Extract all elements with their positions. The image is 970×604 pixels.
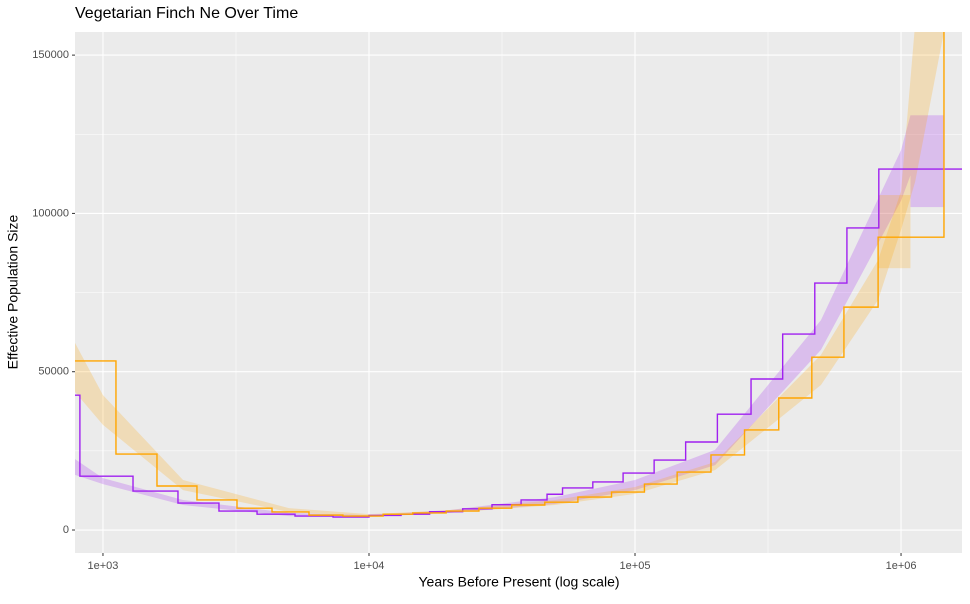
axes: 1e+03 1e+04 1e+05 1e+06 0 50000 100000 150000 <box>32 49 916 572</box>
grid <box>75 32 962 553</box>
y-tick-label: 100000 <box>32 207 69 219</box>
x-tick-label: 1e+04 <box>354 560 385 572</box>
confidence-box <box>878 195 911 269</box>
step-line <box>75 168 962 518</box>
chart-title: Vegetarian Finch Ne Over Time <box>75 5 298 22</box>
confidence-ribbon <box>75 32 944 517</box>
y-tick-label: 150000 <box>32 49 69 61</box>
x-axis-title: Years Before Present (log scale) <box>418 574 619 590</box>
x-tick-label: 1e+03 <box>88 560 119 572</box>
x-tick-label: 1e+05 <box>620 560 651 572</box>
x-tick-label: 1e+06 <box>886 560 917 572</box>
y-axis-title: Effective Population Size <box>5 214 21 369</box>
y-tick-label: 0 <box>63 524 69 536</box>
confidence-box <box>910 115 944 208</box>
y-tick-label: 50000 <box>38 366 69 378</box>
plot-area <box>75 32 962 518</box>
step-line <box>75 32 945 517</box>
